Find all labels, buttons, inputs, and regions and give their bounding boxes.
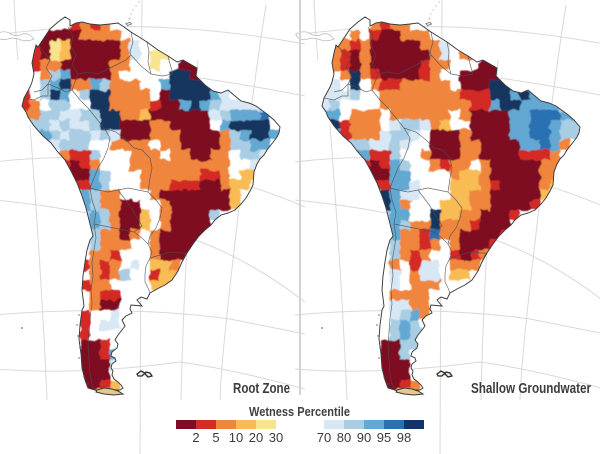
svg-text:80: 80	[337, 430, 351, 445]
svg-text:98: 98	[397, 430, 411, 445]
svg-text:2: 2	[192, 430, 199, 445]
svg-text:Shallow Groundwater: Shallow Groundwater	[471, 381, 591, 397]
svg-text:Root Zone: Root Zone	[233, 381, 290, 397]
svg-text:90: 90	[357, 430, 371, 445]
svg-text:5: 5	[212, 430, 219, 445]
svg-text:10: 10	[229, 430, 243, 445]
svg-text:95: 95	[377, 430, 391, 445]
svg-text:30: 30	[269, 430, 283, 445]
svg-text:Wetness Percentile: Wetness Percentile	[249, 404, 350, 419]
svg-text:70: 70	[317, 430, 331, 445]
svg-text:20: 20	[249, 430, 263, 445]
